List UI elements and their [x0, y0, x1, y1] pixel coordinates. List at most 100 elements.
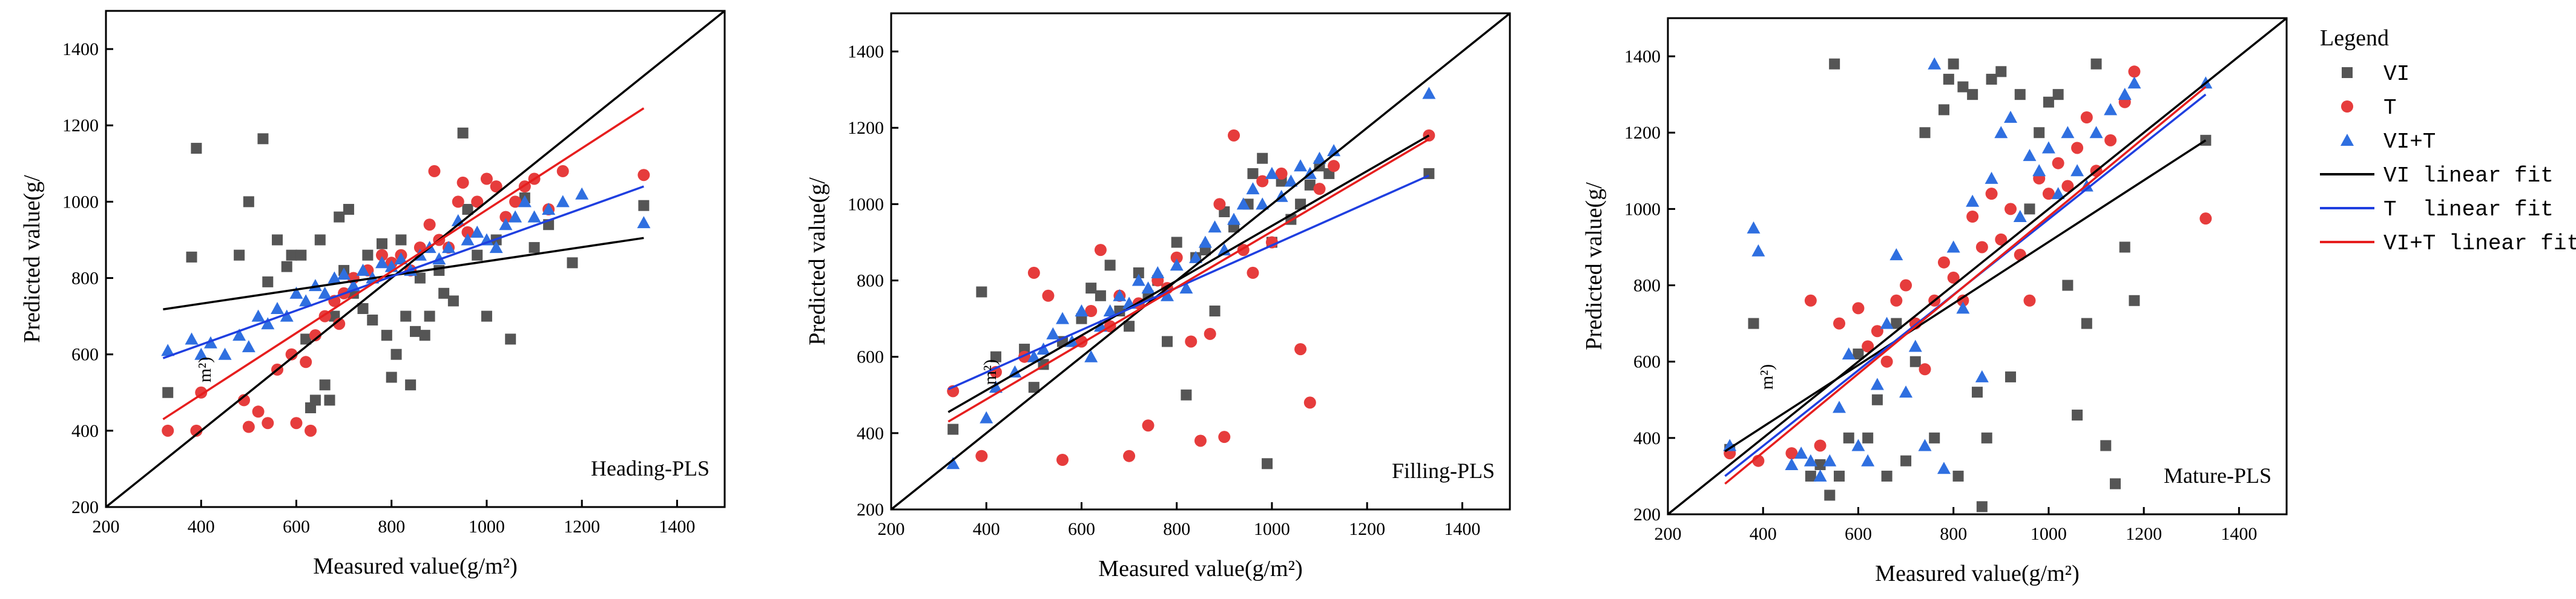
data-point-t [2061, 180, 2074, 192]
one-to-one-line [891, 13, 1510, 509]
data-point-viplust [232, 329, 246, 341]
data-point-t [1947, 271, 1960, 284]
data-point-t [975, 450, 988, 462]
data-point-viplust [289, 286, 303, 299]
data-point-viplust [2089, 126, 2103, 139]
data-point-viplust [2041, 141, 2055, 154]
y-axis-label: Predicted value(g/ [19, 175, 45, 343]
data-point-t [305, 424, 317, 437]
legend-entry: T linear fit [2320, 197, 2554, 222]
data-point-viplust [461, 233, 475, 246]
data-point-vi [2081, 318, 2092, 329]
data-point-viplust [542, 203, 556, 215]
y-tick-label: 1000 [62, 192, 99, 212]
data-point-viplust [271, 302, 285, 314]
data-point-viplust [518, 195, 532, 208]
data-point-vi [419, 330, 430, 341]
data-point-viplust [442, 241, 456, 254]
data-point-vi [990, 351, 1001, 362]
data-point-vi [395, 234, 407, 246]
data-point-t [2080, 111, 2093, 123]
data-point-t [1185, 335, 1197, 348]
y-axis-label: Predicted value(g/ [1581, 182, 1607, 350]
data-point-vi [505, 333, 516, 345]
data-point-viplust [1256, 197, 1270, 210]
x-tick-label: 1200 [2126, 524, 2162, 544]
data-point-viplust [1198, 235, 1212, 248]
data-point-vi [1967, 89, 1978, 100]
data-point-vi [1181, 389, 1192, 401]
data-point-vi [400, 310, 412, 322]
data-point-viplust [242, 340, 255, 353]
data-point-t [333, 318, 346, 330]
data-point-vi [1919, 127, 1931, 139]
data-point-t [1085, 305, 1098, 317]
fit-line-t [162, 185, 644, 359]
one-to-one-line [106, 11, 725, 507]
chart-panel-1: 200 400 600 800 1000 1200 1400 200 400 600 800 1000… [19, 10, 726, 579]
y-tick-label: 800 [71, 269, 99, 289]
axis-ticks: 200 400 600 800 1000 1200 1400 200 400 600 800 1000… [848, 42, 1480, 539]
data-point-viplust [1880, 316, 1894, 329]
data-point-vi [2024, 203, 2035, 215]
data-point-viplust [1046, 327, 1060, 339]
data-point-vi [1124, 321, 1135, 332]
data-point-vi [2109, 478, 2121, 489]
data-point-t [1247, 266, 1259, 279]
data-point-viplust [251, 309, 265, 322]
data-point-vi [638, 200, 650, 211]
panel-label: Filling-PLS [1392, 459, 1495, 483]
data-point-viplust [1141, 281, 1155, 294]
y-tick-label: 1400 [848, 42, 884, 62]
legend-label: VI linear fit [2383, 163, 2554, 188]
data-point-viplust [1265, 166, 1279, 179]
data-point-viplust [1036, 342, 1050, 355]
data-point-viplust [1723, 439, 1737, 451]
data-point-viplust [2070, 164, 2084, 177]
legend-marker-swatch [2342, 67, 2353, 78]
legend-entry: VI+T linear fit [2320, 231, 2576, 256]
data-point-t [499, 211, 512, 223]
data-point-viplust [989, 381, 1003, 393]
legend-label: T linear fit [2383, 197, 2554, 222]
data-point-vi [1829, 58, 1840, 70]
data-point-viplust [946, 457, 960, 470]
x-tick-label: 200 [878, 519, 905, 539]
data-point-vi [1262, 458, 1273, 470]
y-tick-label: 400 [857, 424, 884, 444]
data-point-vi [2072, 410, 2083, 421]
data-point-vi [314, 234, 326, 246]
data-point-vi [1862, 432, 1874, 444]
one-to-one-line [1668, 18, 2287, 514]
y-tick-label: 1400 [62, 39, 99, 59]
legend-entries: VI T VI+T VI linear fit T linear fit VI+T lin… [2320, 62, 2576, 256]
data-point-t [290, 417, 303, 430]
data-point-viplust [203, 336, 217, 349]
data-point-t [1975, 241, 1988, 254]
data-point-vi [334, 211, 345, 223]
data-point-t [1056, 454, 1069, 466]
data-point-t [2199, 212, 2212, 225]
x-tick-label: 200 [93, 517, 120, 537]
data-point-viplust [2023, 149, 2037, 162]
data-point-viplust [1870, 378, 1884, 390]
data-point-viplust [337, 267, 351, 280]
data-point-t [309, 329, 321, 342]
data-point-vi [438, 287, 450, 299]
data-point-vi [381, 330, 392, 341]
plot-frame [1667, 17, 2288, 516]
data-point-vi [1085, 283, 1097, 294]
data-point-vi [1304, 179, 1316, 191]
x-tick-label: 600 [1845, 524, 1872, 544]
data-point-vi [1881, 470, 1892, 482]
y-tick-label: 400 [1633, 428, 1661, 448]
data-point-vi [414, 272, 426, 284]
data-point-vi [481, 310, 492, 322]
data-point-t [2128, 65, 2141, 78]
data-point-vi [447, 295, 459, 307]
data-point-viplust [1928, 57, 1942, 70]
data-point-viplust [2032, 164, 2046, 177]
data-point-viplust [1170, 258, 1184, 271]
data-point-viplust [161, 344, 175, 356]
